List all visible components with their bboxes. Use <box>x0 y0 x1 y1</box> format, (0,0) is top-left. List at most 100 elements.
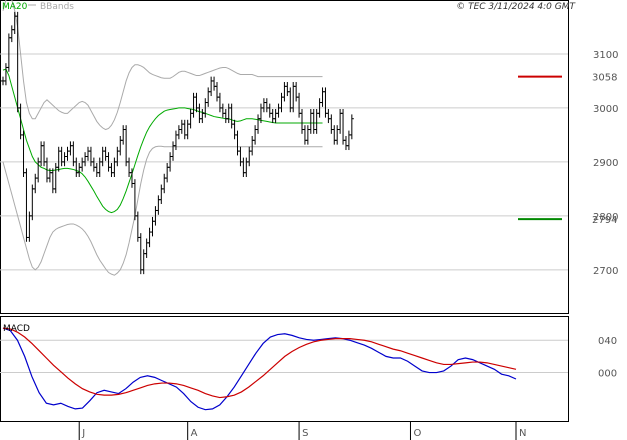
macd-lines <box>2 327 517 411</box>
ohlc-bar <box>59 146 64 167</box>
ohlc-bar <box>329 114 334 134</box>
ohlc-bar <box>86 146 91 161</box>
ohlc-bar <box>12 11 17 34</box>
ohlc-bar <box>179 119 184 134</box>
ohlc-bar <box>103 146 108 161</box>
ohlc-bar <box>214 82 219 102</box>
ma20-legend-label: MA20 <box>2 2 28 12</box>
ohlc-bar <box>21 130 26 178</box>
ohlc-bar <box>247 146 252 167</box>
ohlc-bar <box>65 146 70 161</box>
ohlc-bar <box>270 109 275 124</box>
date-tick-label: O <box>413 428 421 439</box>
date-tick-label: A <box>191 428 198 439</box>
ohlc-bar <box>264 98 269 113</box>
ohlc-bar <box>332 125 337 145</box>
ohlc-bar <box>250 135 255 156</box>
ohlc-bar <box>36 157 41 183</box>
date-tick-label: N <box>519 428 526 439</box>
ohlc-bar <box>156 195 161 215</box>
ohlc-bar <box>56 146 61 172</box>
ohlc-bar <box>232 119 237 140</box>
ohlc-bar <box>83 152 88 167</box>
price-levels: 3058 2794 <box>518 73 617 226</box>
resistance-label: 3058 <box>592 73 617 84</box>
ohlc-bar <box>346 130 351 151</box>
ohlc-bar <box>62 152 67 167</box>
ohlc-bar <box>118 135 123 156</box>
ohlc-bar <box>320 87 325 107</box>
ohlc-bar <box>229 103 234 129</box>
ohlc-bar <box>132 179 137 221</box>
macd-series-signal <box>2 327 517 399</box>
ohlc-bar <box>302 125 307 145</box>
ohlc-bar <box>206 87 211 107</box>
ohlc-bar <box>115 146 120 167</box>
ohlc-bar <box>39 141 44 167</box>
macd-series-macd <box>2 327 517 411</box>
ma20-line <box>2 68 323 214</box>
price-axis: 3100 3000 2900 2800 2700 <box>593 50 618 277</box>
price-grid <box>0 53 568 271</box>
ohlc-bar <box>80 157 85 172</box>
ohlc-bar <box>171 141 176 161</box>
ohlc-bar <box>74 157 79 178</box>
ohlc-bar <box>18 103 23 140</box>
price-tick-label: 3000 <box>593 104 618 115</box>
ohlc-bar <box>226 103 231 124</box>
ohlc-bar <box>77 162 82 178</box>
ohlc-bar <box>212 76 217 91</box>
price-tick-label: 2700 <box>593 266 618 277</box>
ohlc-bar <box>71 141 76 167</box>
ohlc-bar <box>279 92 284 113</box>
ohlc-bar <box>30 184 35 221</box>
support-label: 2794 <box>592 215 617 226</box>
bbands-legend-label: BBands <box>40 2 74 12</box>
macd-tick-label: 040 <box>598 336 617 347</box>
ohlc-bar <box>42 141 47 167</box>
price-tick-label: 2900 <box>593 158 618 169</box>
ohlc-bar <box>220 103 225 118</box>
ohlc-bar <box>294 82 299 102</box>
ohlc-bar <box>24 168 29 242</box>
ohlc-bar <box>256 114 261 134</box>
ohlc-bar <box>297 92 302 118</box>
ohlc-bar <box>209 76 214 97</box>
macd-title: MACD <box>3 324 30 334</box>
ohlc-bar <box>165 162 170 183</box>
price-tick-label: 3100 <box>593 50 618 61</box>
macd-axis: 040 000 <box>598 336 617 379</box>
ohlc-bar <box>127 157 132 178</box>
ohlc-bar <box>261 98 266 113</box>
main-panel-frame <box>0 0 569 314</box>
ohlc-bar <box>338 109 343 134</box>
ohlc-bar <box>300 109 305 134</box>
ohlc-bar <box>150 216 155 237</box>
ohlc-bar <box>308 109 313 134</box>
ohlc-bar <box>288 87 293 113</box>
ohlc-bar <box>9 25 14 43</box>
ohlc-bar <box>223 109 228 124</box>
ohlc-bar <box>244 157 249 178</box>
price-bars <box>1 11 354 275</box>
ohlc-bar <box>285 82 290 97</box>
ohlc-bar <box>197 103 202 124</box>
ohlc-bar <box>100 146 105 167</box>
ohlc-bar <box>91 157 96 172</box>
ohlc-bar <box>121 125 126 145</box>
bollinger-upper-band <box>2 0 323 131</box>
ohlc-bar <box>194 92 199 113</box>
ohlc-bar <box>33 173 38 194</box>
ohlc-bar <box>238 146 243 167</box>
ohlc-bar <box>326 109 331 124</box>
ohlc-bar <box>68 141 73 156</box>
ohlc-bar <box>147 227 152 248</box>
ohlc-bar <box>191 92 196 118</box>
macd-grid <box>0 339 568 374</box>
ohlc-bar <box>241 157 246 178</box>
ma20-series <box>2 68 323 214</box>
ohlc-bar <box>6 33 11 72</box>
ohlc-bar <box>282 82 287 102</box>
